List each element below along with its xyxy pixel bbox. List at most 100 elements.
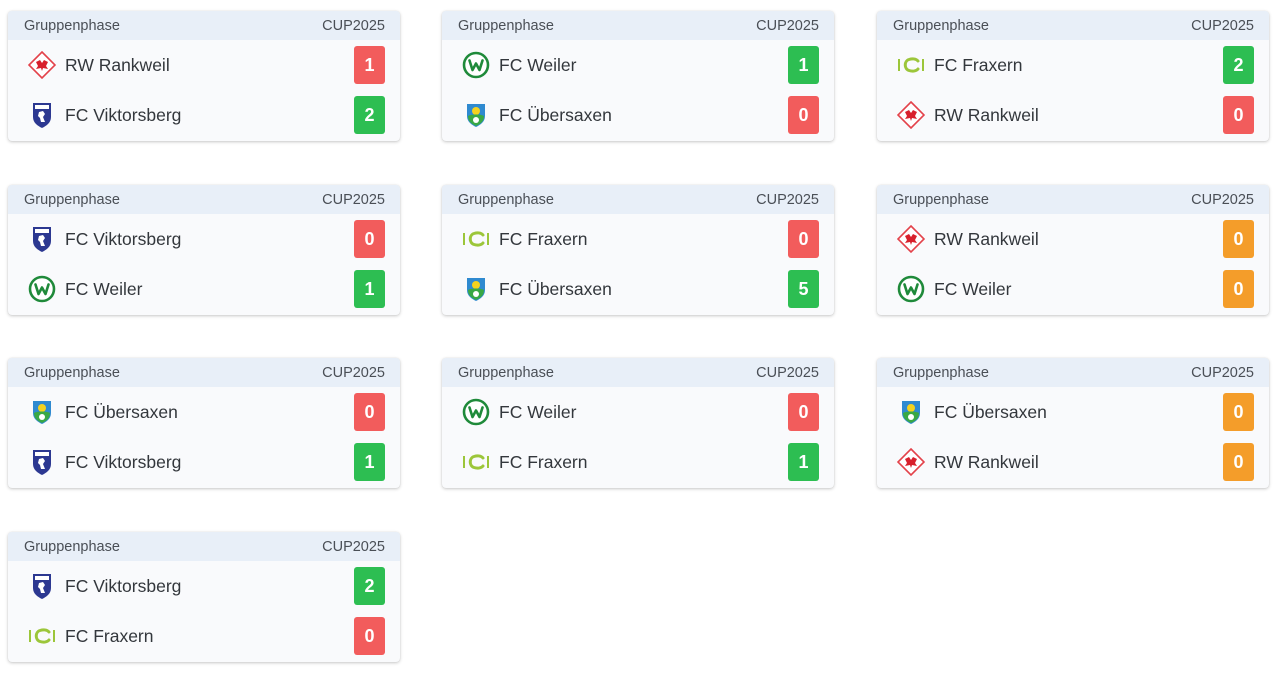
fc-fraxern-logo-icon (896, 50, 926, 80)
cup-label: CUP2025 (1191, 191, 1254, 208)
home-team-row: FC Viktorsberg 2 (8, 561, 400, 611)
home-team-name: FC Weiler (499, 401, 577, 422)
away-team-row: FC Weiler 0 (877, 264, 1269, 314)
cup-label: CUP2025 (756, 364, 819, 381)
fc-uebersaxen-logo-icon (461, 274, 491, 304)
match-card[interactable]: Gruppenphase CUP2025 FC Fraxern 2 RW Ran… (877, 11, 1269, 141)
home-team-name: FC Fraxern (499, 228, 588, 249)
match-card-header: Gruppenphase CUP2025 (442, 11, 834, 40)
away-team-row: FC Übersaxen 5 (442, 264, 834, 314)
phase-label: Gruppenphase (24, 191, 120, 208)
home-team-row: RW Rankweil 1 (8, 40, 400, 90)
home-score-badge: 1 (354, 46, 385, 84)
match-card[interactable]: Gruppenphase CUP2025 FC Weiler 1 FC Über… (442, 11, 834, 141)
home-score-badge: 0 (788, 393, 819, 431)
away-team-name: FC Weiler (934, 278, 1012, 299)
cup-label: CUP2025 (322, 364, 385, 381)
away-team-row: FC Viktorsberg 1 (8, 437, 400, 487)
away-team-name: FC Viktorsberg (65, 104, 182, 125)
home-team-row: FC Fraxern 2 (877, 40, 1269, 90)
away-team-name: FC Viktorsberg (65, 451, 182, 472)
home-team-row: FC Übersaxen 0 (877, 387, 1269, 437)
cup-label: CUP2025 (756, 17, 819, 34)
match-card[interactable]: Gruppenphase CUP2025 RW Rankweil 1 FC Vi… (8, 11, 400, 141)
home-team-name: RW Rankweil (934, 228, 1039, 249)
home-score-badge: 2 (354, 567, 385, 605)
match-card-header: Gruppenphase CUP2025 (877, 358, 1269, 387)
away-team-name: FC Übersaxen (499, 278, 612, 299)
fc-weiler-logo-icon (896, 274, 926, 304)
rw-rankweil-logo-icon (27, 50, 57, 80)
away-team-name: RW Rankweil (934, 451, 1039, 472)
fc-fraxern-logo-icon (461, 447, 491, 477)
cup-label: CUP2025 (322, 17, 385, 34)
match-card[interactable]: Gruppenphase CUP2025 RW Rankweil 0 FC We… (877, 185, 1269, 315)
fc-viktorsberg-logo-icon (27, 100, 57, 130)
away-score-badge: 1 (354, 270, 385, 308)
cup-label: CUP2025 (322, 538, 385, 555)
match-card[interactable]: Gruppenphase CUP2025 FC Viktorsberg 2 FC… (8, 532, 400, 662)
away-team-row: FC Fraxern 1 (442, 437, 834, 487)
match-card[interactable]: Gruppenphase CUP2025 FC Fraxern 0 FC Übe… (442, 185, 834, 315)
match-card-header: Gruppenphase CUP2025 (877, 11, 1269, 40)
home-score-badge: 1 (788, 46, 819, 84)
fc-weiler-logo-icon (461, 397, 491, 427)
away-score-badge: 5 (788, 270, 819, 308)
home-score-badge: 0 (354, 220, 385, 258)
home-score-badge: 0 (354, 393, 385, 431)
cup-label: CUP2025 (322, 191, 385, 208)
away-team-row: FC Übersaxen 0 (442, 90, 834, 140)
away-score-badge: 2 (354, 96, 385, 134)
match-card-header: Gruppenphase CUP2025 (8, 358, 400, 387)
phase-label: Gruppenphase (458, 191, 554, 208)
home-team-row: FC Weiler 0 (442, 387, 834, 437)
home-score-badge: 2 (1223, 46, 1254, 84)
fc-uebersaxen-logo-icon (461, 100, 491, 130)
away-score-badge: 1 (354, 443, 385, 481)
home-score-badge: 0 (1223, 220, 1254, 258)
match-card[interactable]: Gruppenphase CUP2025 FC Viktorsberg 0 FC… (8, 185, 400, 315)
cup-label: CUP2025 (1191, 17, 1254, 34)
home-score-badge: 0 (1223, 393, 1254, 431)
match-card-header: Gruppenphase CUP2025 (442, 358, 834, 387)
fc-uebersaxen-logo-icon (896, 397, 926, 427)
match-card-header: Gruppenphase CUP2025 (442, 185, 834, 214)
away-score-badge: 0 (788, 96, 819, 134)
fc-weiler-logo-icon (461, 50, 491, 80)
away-score-badge: 0 (1223, 270, 1254, 308)
rw-rankweil-logo-icon (896, 224, 926, 254)
phase-label: Gruppenphase (24, 17, 120, 34)
phase-label: Gruppenphase (24, 538, 120, 555)
phase-label: Gruppenphase (458, 364, 554, 381)
fc-viktorsberg-logo-icon (27, 571, 57, 601)
phase-label: Gruppenphase (458, 17, 554, 34)
away-team-name: RW Rankweil (934, 104, 1039, 125)
home-team-row: FC Fraxern 0 (442, 214, 834, 264)
home-team-name: FC Viktorsberg (65, 575, 182, 596)
match-card-header: Gruppenphase CUP2025 (8, 185, 400, 214)
home-team-name: FC Viktorsberg (65, 228, 182, 249)
match-card-header: Gruppenphase CUP2025 (8, 532, 400, 561)
home-team-name: RW Rankweil (65, 54, 170, 75)
match-card-header: Gruppenphase CUP2025 (8, 11, 400, 40)
away-score-badge: 0 (1223, 443, 1254, 481)
fc-viktorsberg-logo-icon (27, 447, 57, 477)
match-card[interactable]: Gruppenphase CUP2025 FC Übersaxen 0 FC V… (8, 358, 400, 488)
away-team-name: FC Fraxern (499, 451, 588, 472)
home-team-row: RW Rankweil 0 (877, 214, 1269, 264)
phase-label: Gruppenphase (24, 364, 120, 381)
away-team-name: FC Fraxern (65, 625, 154, 646)
cup-label: CUP2025 (1191, 364, 1254, 381)
match-card[interactable]: Gruppenphase CUP2025 FC Weiler 0 FC Frax… (442, 358, 834, 488)
rw-rankweil-logo-icon (896, 100, 926, 130)
cup-label: CUP2025 (756, 191, 819, 208)
away-score-badge: 0 (1223, 96, 1254, 134)
away-score-badge: 1 (788, 443, 819, 481)
phase-label: Gruppenphase (893, 191, 989, 208)
home-team-name: FC Übersaxen (65, 401, 178, 422)
away-team-row: FC Fraxern 0 (8, 611, 400, 661)
match-card[interactable]: Gruppenphase CUP2025 FC Übersaxen 0 RW R… (877, 358, 1269, 488)
fc-fraxern-logo-icon (27, 621, 57, 651)
fc-fraxern-logo-icon (461, 224, 491, 254)
home-team-name: FC Weiler (499, 54, 577, 75)
